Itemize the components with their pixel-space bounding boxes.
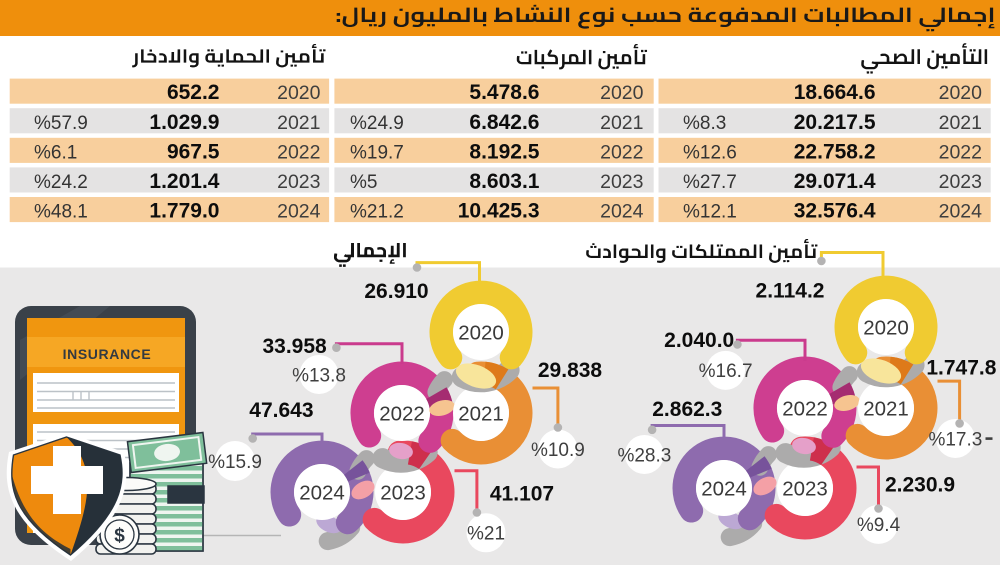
svg-text:2021: 2021 bbox=[600, 112, 643, 134]
svg-text:2021: 2021 bbox=[939, 112, 982, 134]
svg-text:%21.2: %21.2 bbox=[350, 202, 404, 223]
svg-text:2022: 2022 bbox=[277, 141, 320, 163]
svg-text:2.862.3: 2.862.3 bbox=[652, 398, 722, 421]
svg-text:2024: 2024 bbox=[277, 201, 321, 223]
svg-text:18.664.6: 18.664.6 bbox=[794, 81, 876, 104]
svg-text:%8.3: %8.3 bbox=[683, 113, 726, 134]
svg-text:2023: 2023 bbox=[277, 171, 320, 193]
svg-text:2023: 2023 bbox=[600, 171, 643, 193]
svg-text:%12.6: %12.6 bbox=[683, 142, 737, 163]
svg-text:967.5: 967.5 bbox=[167, 140, 220, 163]
svg-text:%6.1: %6.1 bbox=[34, 142, 77, 163]
svg-text:1.029.9: 1.029.9 bbox=[149, 111, 219, 134]
svg-text:%10.9: %10.9 bbox=[531, 440, 585, 461]
svg-text:26.910: 26.910 bbox=[364, 280, 428, 303]
svg-text:2.114.2: 2.114.2 bbox=[756, 280, 825, 303]
svg-text:%24.9: %24.9 bbox=[350, 113, 404, 134]
svg-text:8.603.1: 8.603.1 bbox=[469, 170, 539, 193]
svg-text:%48.1: %48.1 bbox=[34, 202, 88, 223]
svg-text:22.758.2: 22.758.2 bbox=[794, 140, 876, 163]
svg-text:2021: 2021 bbox=[458, 402, 504, 425]
svg-text:%24.2: %24.2 bbox=[34, 172, 88, 193]
svg-text:32.576.4: 32.576.4 bbox=[794, 200, 876, 223]
svg-text:%15.9: %15.9 bbox=[208, 452, 262, 473]
svg-text:2022: 2022 bbox=[600, 141, 643, 163]
svg-text:%21: %21 bbox=[467, 524, 505, 545]
svg-text:2020: 2020 bbox=[939, 82, 983, 104]
svg-text:2020: 2020 bbox=[600, 82, 644, 104]
svg-text:2021: 2021 bbox=[863, 397, 909, 420]
svg-text:6.842.6: 6.842.6 bbox=[469, 111, 539, 134]
svg-text:2023: 2023 bbox=[782, 477, 828, 500]
svg-text:5.478.6: 5.478.6 bbox=[469, 81, 539, 104]
svg-text:2024: 2024 bbox=[600, 201, 644, 223]
svg-text:2023: 2023 bbox=[380, 481, 426, 504]
svg-text:29.071.4: 29.071.4 bbox=[794, 170, 876, 193]
svg-text:2023: 2023 bbox=[939, 171, 982, 193]
svg-text:%13.8: %13.8 bbox=[292, 365, 346, 386]
svg-text:2021: 2021 bbox=[277, 112, 320, 134]
svg-text:$: $ bbox=[114, 526, 125, 547]
svg-text:%27.7: %27.7 bbox=[683, 172, 737, 193]
svg-text:2.230.9: 2.230.9 bbox=[885, 473, 955, 496]
svg-text:2020: 2020 bbox=[863, 316, 909, 339]
svg-text:47.643: 47.643 bbox=[249, 399, 313, 422]
svg-text:1.779.0: 1.779.0 bbox=[149, 200, 219, 223]
svg-text:INSURANCE: INSURANCE bbox=[63, 346, 152, 362]
svg-text:29.838: 29.838 bbox=[538, 359, 603, 382]
svg-text:2022: 2022 bbox=[782, 397, 828, 420]
svg-text:2024: 2024 bbox=[701, 477, 747, 500]
svg-text:8.192.5: 8.192.5 bbox=[469, 140, 539, 163]
svg-text:%57.9: %57.9 bbox=[34, 113, 88, 134]
svg-text:%12.1: %12.1 bbox=[683, 202, 737, 223]
svg-text:1.201.4: 1.201.4 bbox=[149, 170, 219, 193]
svg-text:2020: 2020 bbox=[277, 82, 321, 104]
svg-text:20.217.5: 20.217.5 bbox=[794, 111, 876, 134]
svg-text:2020: 2020 bbox=[458, 321, 504, 344]
svg-text:2024: 2024 bbox=[939, 201, 983, 223]
svg-text:%5: %5 bbox=[350, 172, 377, 193]
svg-text:10.425.3: 10.425.3 bbox=[458, 200, 540, 223]
svg-text:2022: 2022 bbox=[379, 402, 425, 425]
svg-text:2024: 2024 bbox=[299, 481, 345, 504]
svg-text:%19.7: %19.7 bbox=[350, 142, 404, 163]
svg-text:2022: 2022 bbox=[939, 141, 982, 163]
svg-text:%28.3: %28.3 bbox=[617, 445, 671, 466]
svg-text:33.958: 33.958 bbox=[262, 335, 327, 358]
svg-text:%9.4: %9.4 bbox=[857, 515, 901, 536]
svg-text:%17.3: %17.3 bbox=[928, 429, 982, 450]
svg-text:652.2: 652.2 bbox=[167, 81, 220, 104]
svg-text:%16.7: %16.7 bbox=[699, 361, 753, 382]
svg-text:2.040.0: 2.040.0 bbox=[664, 329, 734, 352]
svg-text:1.747.8: 1.747.8 bbox=[926, 357, 996, 380]
svg-text:41.107: 41.107 bbox=[490, 483, 554, 506]
